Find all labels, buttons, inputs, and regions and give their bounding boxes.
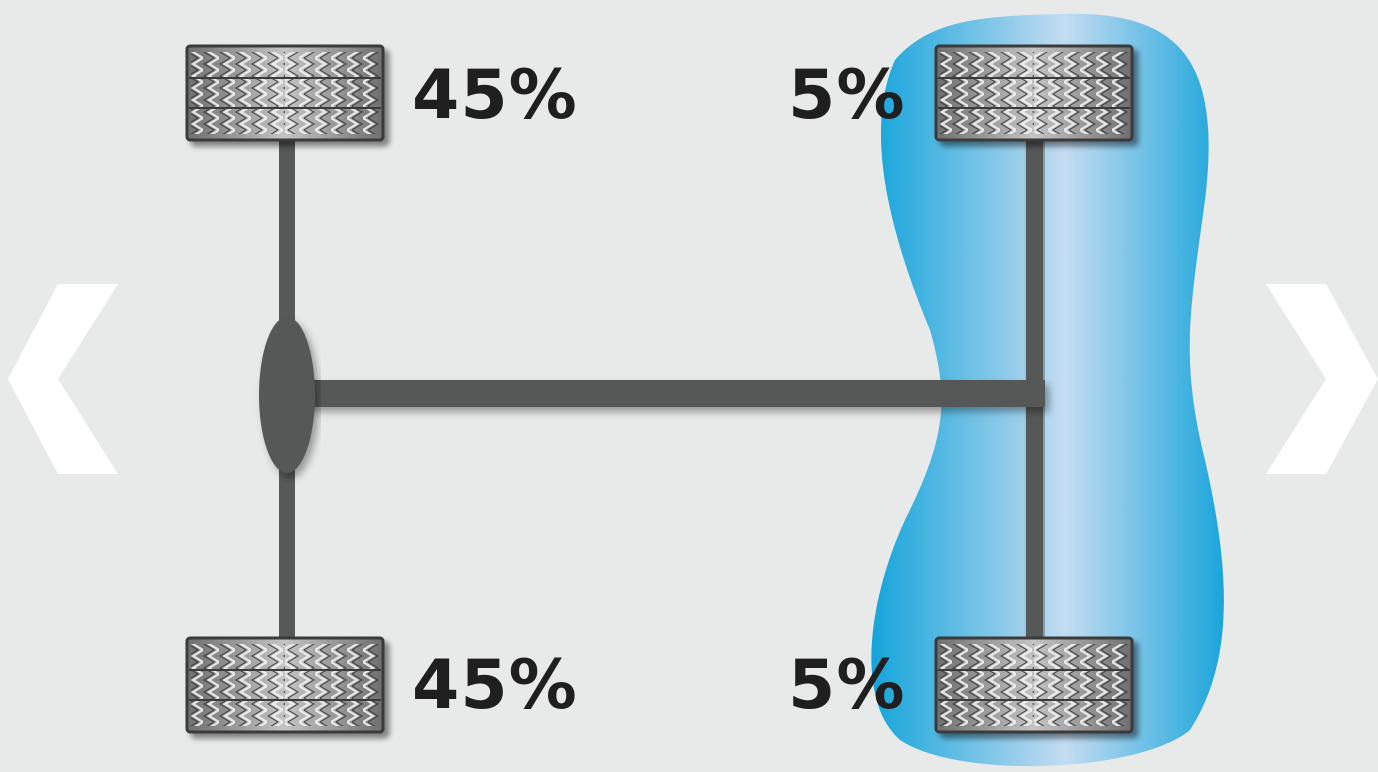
differential <box>259 317 315 473</box>
tire-front-left <box>187 46 383 140</box>
torque-label-front-right: 5% <box>788 62 905 130</box>
torque-label-front-left: 45% <box>412 62 578 130</box>
drive-shaft <box>300 380 1045 407</box>
previous-button[interactable] <box>8 284 120 474</box>
chevron-right-icon <box>1266 284 1378 474</box>
tire-rear-left <box>187 638 383 732</box>
torque-label-rear-right: 5% <box>788 652 905 720</box>
next-button[interactable] <box>1266 284 1378 474</box>
chevron-left-icon <box>8 284 120 474</box>
tire-front-right <box>936 46 1132 140</box>
torque-label-rear-left: 45% <box>412 652 578 720</box>
tire-rear-right <box>936 638 1132 732</box>
